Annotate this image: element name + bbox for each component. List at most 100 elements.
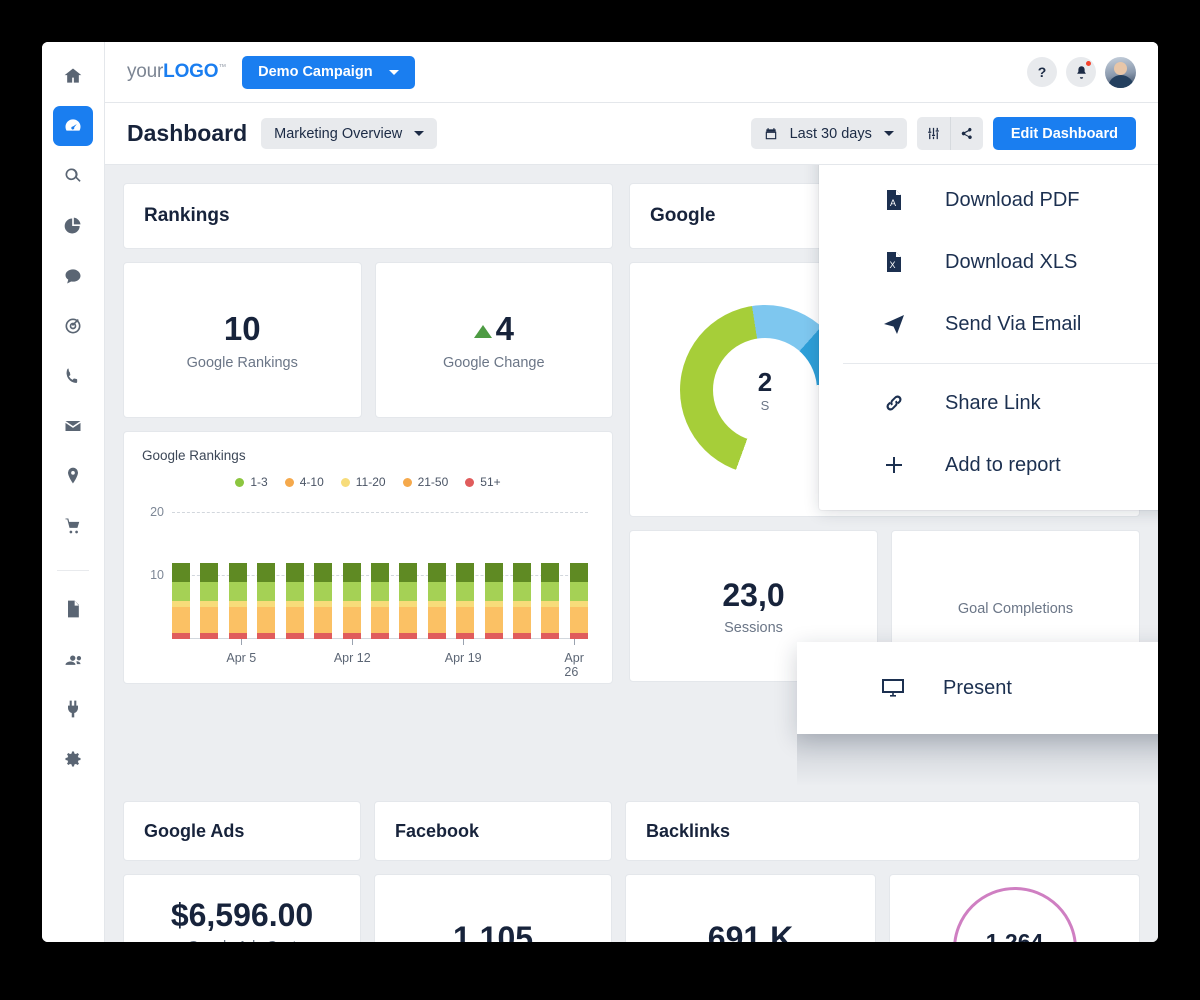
bar-segment xyxy=(541,562,560,582)
sidebar-item-integrations[interactable] xyxy=(53,689,93,729)
metric-google-ads-cost-label: Google Ads Cost xyxy=(188,939,297,942)
date-range-selector[interactable]: Last 30 days xyxy=(750,118,907,149)
bar-segment xyxy=(427,632,446,639)
bar-segment xyxy=(399,581,418,601)
bar-column[interactable] xyxy=(427,562,446,639)
avatar[interactable] xyxy=(1105,56,1136,88)
metric-total-backlinks[interactable]: 691 K Total Backlinks xyxy=(625,874,876,942)
present-menu-item[interactable]: Present xyxy=(797,642,1158,734)
sidebar-item-settings[interactable] xyxy=(53,739,93,779)
sidebar-item-documents[interactable] xyxy=(53,589,93,629)
sidebar-item-ecommerce[interactable] xyxy=(53,506,93,546)
campaign-selector[interactable]: Demo Campaign xyxy=(242,55,415,89)
bar-segment xyxy=(285,632,304,639)
dashboard-view-selector[interactable]: Marketing Overview xyxy=(261,118,438,149)
menu-item-send-via-email[interactable]: Send Via Email xyxy=(819,293,1158,355)
bar-column[interactable] xyxy=(370,562,389,639)
y-axis-tick: 20 xyxy=(150,504,164,519)
phone-icon xyxy=(66,368,78,383)
bar-column[interactable] xyxy=(172,562,190,639)
menu-item-share-link[interactable]: Share Link xyxy=(819,372,1158,434)
legend-label: 21-50 xyxy=(417,475,449,489)
bar-segment xyxy=(228,581,247,601)
logo-tm: ™ xyxy=(218,62,227,72)
bar-segment xyxy=(257,600,276,608)
bar-column[interactable] xyxy=(257,562,276,639)
menu-item-label: Download XLS xyxy=(945,250,1078,273)
bar-column[interactable] xyxy=(285,562,304,639)
sidebar-item-users[interactable] xyxy=(53,639,93,679)
chart-legend: 1-3 4-10 11-20 21-50 51+ xyxy=(142,475,594,489)
bar-segment xyxy=(342,581,361,601)
bar-segment xyxy=(172,581,190,601)
sidebar-item-home[interactable] xyxy=(53,56,93,96)
bar-segment xyxy=(370,600,389,608)
sidebar-item-chat[interactable] xyxy=(53,256,93,296)
bar-column[interactable] xyxy=(513,562,532,639)
bar-segment xyxy=(172,607,190,633)
bar-column[interactable] xyxy=(399,562,418,639)
bar-segment xyxy=(314,581,333,601)
target-icon xyxy=(65,318,81,334)
bar-segment xyxy=(569,607,588,633)
x-axis-tick-mark xyxy=(241,639,243,645)
legend-swatch xyxy=(340,477,350,487)
page-title: Dashboard xyxy=(127,120,248,146)
bar-column[interactable] xyxy=(200,562,219,639)
sidebar-item-search[interactable] xyxy=(53,156,93,196)
legend-item: 4-10 xyxy=(284,475,324,489)
sidebar-item-target[interactable] xyxy=(53,306,93,346)
bell-icon xyxy=(1076,65,1086,79)
bar-column[interactable] xyxy=(569,562,588,639)
bar-segment xyxy=(285,600,304,608)
bar-segment xyxy=(456,607,475,633)
metric-facebook-likes[interactable]: 1,105 Facebook Total Likes xyxy=(374,874,612,942)
share-button[interactable] xyxy=(949,117,983,150)
notifications-button[interactable] xyxy=(1066,57,1096,87)
metric-citation-flow[interactable]: 1,264 Citation Flow xyxy=(889,874,1140,942)
chevron-down-icon xyxy=(388,69,399,75)
bar-column[interactable] xyxy=(484,562,503,639)
kpi-google-change[interactable]: 4 Google Change xyxy=(374,262,613,418)
sidebar-item-calls[interactable] xyxy=(53,356,93,396)
edit-dashboard-button[interactable]: Edit Dashboard xyxy=(992,117,1136,150)
bar-segment xyxy=(314,600,333,608)
chart-title: Google Rankings xyxy=(142,448,246,463)
sidebar-item-reports[interactable] xyxy=(53,206,93,246)
metric-sessions-label: Sessions xyxy=(724,619,783,636)
citation-flow-ring: 1,264 Citation Flow xyxy=(952,887,1077,942)
filters-button[interactable] xyxy=(917,117,950,150)
app-window: yourLOGO™ Demo Campaign ? Dashboard Mark… xyxy=(42,42,1158,942)
search-icon xyxy=(65,168,81,182)
sidebar-item-dashboard[interactable] xyxy=(53,106,93,146)
bar-segment xyxy=(285,562,304,582)
help-button[interactable]: ? xyxy=(1027,57,1057,87)
kpi-google-change-value: 4 xyxy=(495,309,514,347)
metric-google-ads-cost[interactable]: $6,596.00 Google Ads Cost xyxy=(123,874,361,942)
metric-facebook-likes-value: 1,105 xyxy=(452,919,534,943)
menu-divider xyxy=(843,363,1158,364)
x-axis-tick-mark xyxy=(352,639,354,645)
app-logo[interactable]: yourLOGO™ xyxy=(127,61,226,83)
bar-segment xyxy=(513,632,532,639)
users-icon xyxy=(65,655,82,665)
menu-item-download-xls[interactable]: X Download XLS xyxy=(819,231,1158,293)
monitor-icon xyxy=(882,679,904,697)
bar-column[interactable] xyxy=(228,562,247,639)
google-card-title: Google xyxy=(650,205,716,226)
bar-segment xyxy=(484,632,503,639)
bar-column[interactable] xyxy=(541,562,560,639)
bar-column[interactable] xyxy=(314,562,333,639)
sidebar-item-email[interactable] xyxy=(53,406,93,446)
sidebar-item-local[interactable] xyxy=(53,456,93,496)
metric-google-ads-cost-value: $6,596.00 xyxy=(170,897,314,933)
menu-item-download-pdf[interactable]: A Download PDF xyxy=(819,169,1158,231)
x-axis-tick-mark xyxy=(463,639,465,645)
bar-column[interactable] xyxy=(342,562,361,639)
bar-segment xyxy=(200,607,219,633)
x-axis-tick-label: Apr 19 xyxy=(444,651,482,665)
bar-column[interactable] xyxy=(456,562,475,639)
menu-item-add-to-report[interactable]: Add to report xyxy=(819,434,1158,496)
kpi-google-rankings[interactable]: 10 Google Rankings xyxy=(123,262,362,418)
chevron-down-icon xyxy=(414,131,425,136)
